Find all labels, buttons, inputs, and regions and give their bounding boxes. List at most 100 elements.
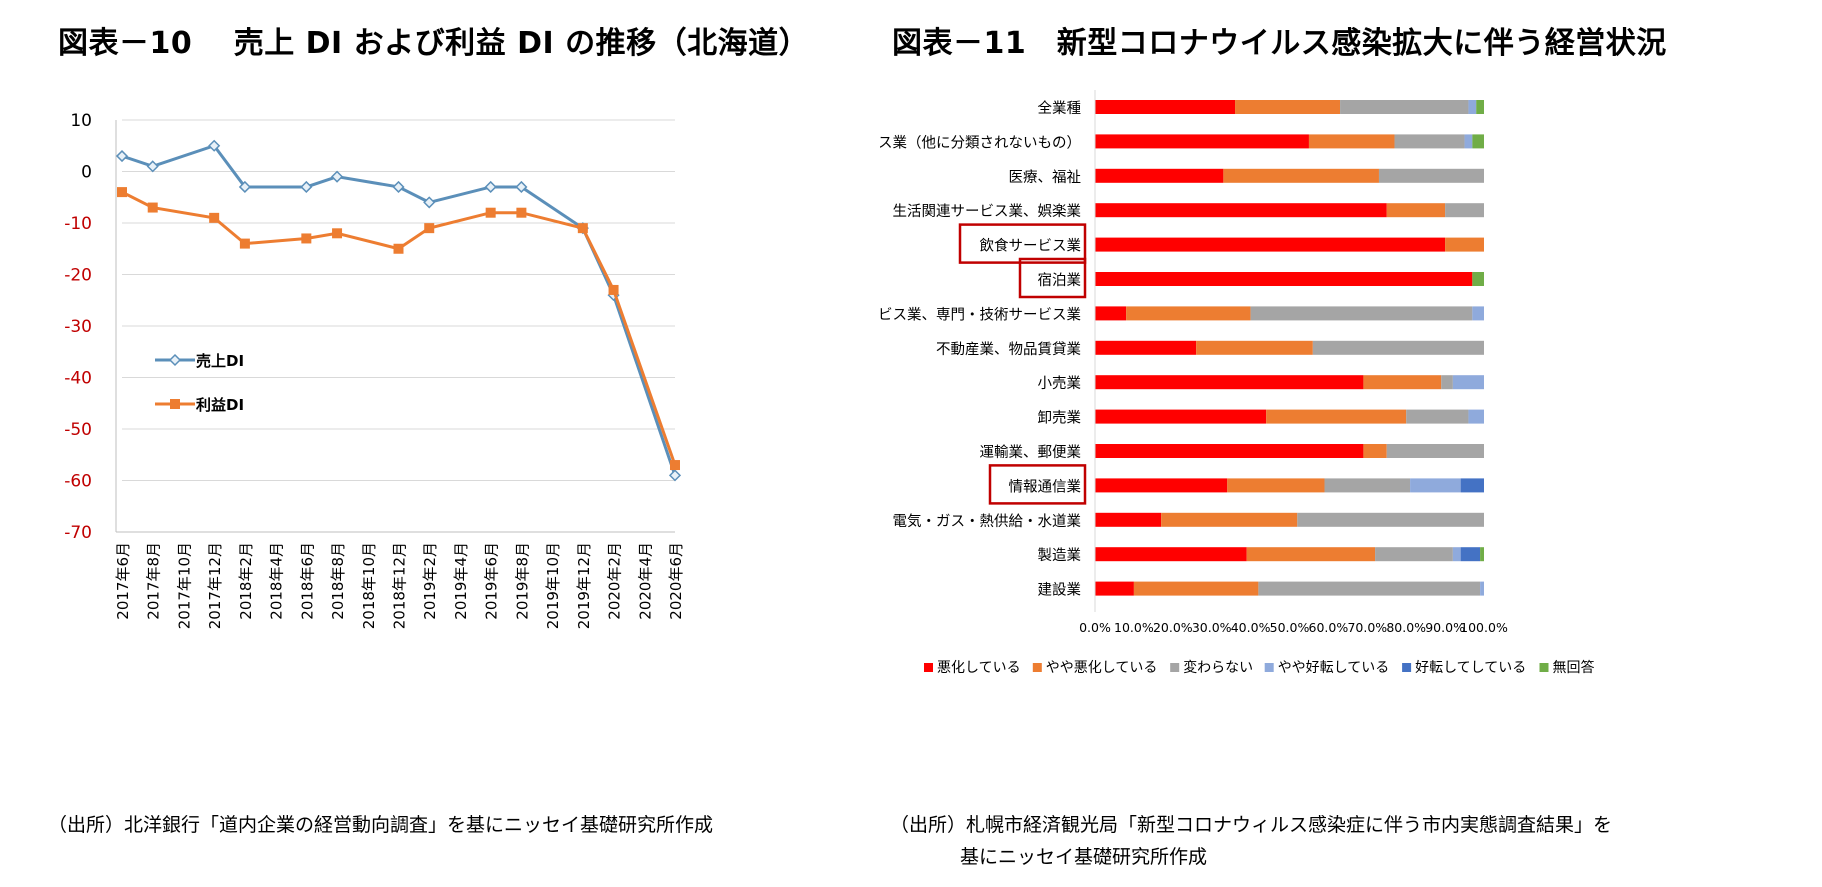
x-tick-label: 2019年10月 (544, 542, 562, 629)
bar-segment (1472, 272, 1484, 286)
y-tick-label: -40 (64, 369, 92, 389)
figure-10-title: 図表－10 売上 DI および利益 DI の推移（北海道） (58, 26, 810, 61)
bar-segment (1445, 203, 1484, 218)
y-tick-label: -20 (64, 266, 92, 286)
bar-segment (1378, 168, 1484, 183)
series-line-2 (121, 190, 677, 466)
bar-segment (1468, 409, 1484, 424)
bar-segment (1386, 203, 1446, 218)
bar-segment (1468, 100, 1477, 114)
data-point (115, 149, 129, 163)
bar-segment (1363, 444, 1387, 458)
legend-label: やや好転している (1278, 660, 1390, 676)
data-point (608, 284, 619, 295)
x-tick-label: 2018年10月 (360, 542, 378, 629)
bar-segment (1394, 134, 1465, 149)
bar-segment (1095, 375, 1364, 390)
x-tick-label: 0.0% (1079, 620, 1111, 635)
x-tick-label: 2017年8月 (145, 542, 163, 620)
bar-segment (1196, 340, 1313, 355)
legend-marker (170, 399, 180, 409)
bar-segment (1312, 340, 1484, 355)
legend-label: 利益DI (196, 396, 244, 414)
bar-segment (1095, 168, 1224, 183)
data-point (117, 187, 127, 198)
x-tick-label: 2020年2月 (606, 542, 624, 620)
legend-marker (168, 353, 182, 367)
bar-segment (1095, 444, 1364, 458)
x-tick-label: 2018年12月 (391, 542, 409, 629)
bar-segment (1324, 478, 1411, 493)
bar-segment (1375, 547, 1453, 562)
category-label: 卸売業 (1038, 410, 1082, 427)
bar-segment (1246, 547, 1376, 562)
x-tick-label: 10.0% (1114, 620, 1154, 635)
x-tick-label: 2020年6月 (667, 542, 685, 620)
x-tick-label: 2019年8月 (513, 542, 531, 620)
bar-segment (1095, 340, 1197, 355)
x-tick-label: 2019年2月 (421, 542, 439, 620)
category-label: サービス業（他に分類されないもの） (880, 134, 1081, 151)
bar-segment (1095, 512, 1162, 527)
bar-segment (1410, 478, 1461, 493)
legend-label: 売上DI (196, 352, 244, 370)
di-trend-line-chart: 10 0 -10 -20 -30 -40 -50 -60 -70 2017年6月 2017年8月 20… (64, 111, 685, 629)
bar-segment (1223, 168, 1379, 183)
y-tick-label: -10 (64, 214, 92, 234)
data-point (209, 212, 220, 223)
x-tick-label: 2019年6月 (483, 542, 501, 620)
legend-label: 無回答 (1553, 659, 1595, 676)
bar-segment (1441, 375, 1453, 390)
bar-segment (1266, 409, 1407, 424)
category-label: 小売業 (1038, 375, 1082, 392)
data-point (330, 170, 344, 183)
bar-segment (1452, 547, 1461, 562)
category-label: 情報通信業 (1009, 478, 1082, 495)
figure-10-source: （出所）北洋銀行「道内企業の経営動向調査」を基にニッセイ基礎研究所作成 (48, 814, 714, 836)
data-point (301, 233, 312, 244)
category-label: 宿泊業 (1038, 272, 1082, 289)
data-point (485, 207, 496, 218)
data-point (424, 223, 435, 234)
data-point (392, 180, 405, 194)
bar-segment (1095, 272, 1473, 286)
data-point (147, 202, 158, 213)
bar-segment (1095, 237, 1446, 252)
bar-segment (1227, 478, 1325, 493)
x-tick-label: 50.0% (1270, 620, 1310, 635)
bar-segment (1460, 478, 1484, 493)
bar-segment (1406, 409, 1469, 424)
legend-label: 好転してしている (1415, 660, 1526, 676)
category-label: 製造業 (1038, 547, 1082, 564)
data-point (515, 180, 528, 194)
x-tick-label: 70.0% (1347, 620, 1387, 635)
highlight-box (958, 223, 1087, 264)
data-point (484, 180, 497, 194)
y-tick-label: -50 (64, 420, 92, 440)
x-tick-label: 2018年4月 (268, 542, 286, 620)
x-tick-label: 2017年10月 (175, 542, 193, 629)
bar-segment (1161, 512, 1298, 527)
bar-segment (1297, 512, 1484, 527)
legend-swatch (1264, 663, 1274, 672)
bar-segment (1095, 100, 1236, 114)
category-label: 建設業 (1038, 582, 1082, 599)
data-point (238, 180, 251, 194)
x-tick-label: 100.0% (1460, 620, 1508, 635)
bar-segment (1480, 547, 1484, 562)
x-tick-label: 2017年6月 (114, 542, 132, 620)
legend-swatch (1539, 663, 1549, 672)
bar-segment (1258, 581, 1481, 596)
figure-11-title: 図表－11 新型コロナウイルス感染拡大に伴う経営状況 (892, 26, 1667, 61)
data-point (670, 460, 680, 471)
bar-segment (1363, 375, 1442, 390)
business-condition-bar-chart: 全業種サービス業（他に分類されないもの） 医療、福祉生活関連サービス業、娯楽業飲食… (880, 90, 1595, 676)
data-point (300, 180, 313, 194)
x-tick-label: 2018年2月 (237, 542, 255, 620)
category-label: 飲食サービス業 (980, 238, 1082, 255)
highlight-box (1018, 257, 1087, 299)
data-point (516, 207, 527, 218)
category-label: 運輸業、郵便業 (980, 444, 1082, 461)
x-tick-label: 20.0% (1153, 620, 1193, 635)
bar-segment (1472, 134, 1484, 149)
